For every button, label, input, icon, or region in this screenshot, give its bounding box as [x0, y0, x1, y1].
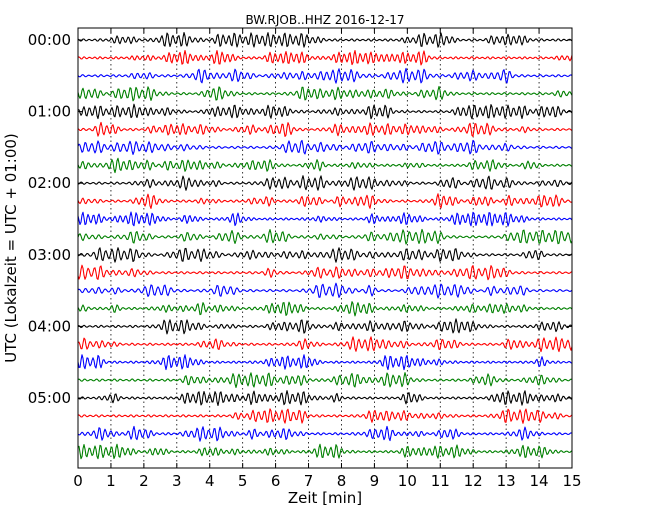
y-tick-label-4: 04:00	[28, 317, 71, 335]
x-tick-label-1: 1	[106, 472, 116, 490]
trace-10	[77, 211, 573, 227]
trace-19	[77, 372, 573, 389]
y-tick-label-3: 03:00	[28, 246, 71, 264]
y-axis-label: UTC (Lokalzeit = UTC + 01:00)	[2, 133, 20, 363]
x-axis: 0 1 2 3 4 5 6 7 8 9 10 11 12 13 14 15	[73, 28, 582, 490]
y-axis: 00:00 01:00 02:00 03:00 04:00 05:00	[28, 31, 572, 407]
x-tick-label-9: 9	[370, 472, 380, 490]
trace-21	[77, 408, 573, 424]
trace-17	[77, 336, 573, 353]
y-tick-label-5: 05:00	[28, 389, 71, 407]
x-tick-label-12: 12	[464, 472, 483, 490]
x-tick-label-7: 7	[304, 472, 314, 490]
x-tick-label-14: 14	[530, 472, 549, 490]
x-tick-label-13: 13	[497, 472, 516, 490]
x-tick-label-15: 15	[562, 472, 581, 490]
trace-20	[77, 390, 573, 407]
trace-18	[77, 354, 573, 371]
x-tick-label-8: 8	[337, 472, 347, 490]
trace-1	[77, 49, 573, 66]
chart-title: BW.RJOB..HHZ 2016-12-17	[245, 13, 404, 27]
x-tick-label-2: 2	[139, 472, 149, 490]
x-tick-label-0: 0	[73, 472, 83, 490]
plot-frame	[77, 27, 573, 469]
trace-22	[77, 425, 573, 442]
seismic-traces	[77, 31, 573, 460]
trace-4	[77, 103, 573, 120]
trace-8	[77, 175, 573, 191]
trace-15	[77, 301, 573, 317]
trace-13	[77, 264, 573, 281]
y-tick-label-1: 01:00	[28, 103, 71, 121]
trace-5	[77, 121, 573, 138]
trace-23	[77, 443, 573, 460]
y-tick-label-0: 00:00	[28, 31, 71, 49]
grid-lines	[110, 28, 540, 468]
trace-2	[77, 67, 573, 84]
y-tick-label-2: 02:00	[28, 174, 71, 192]
trace-6	[77, 139, 573, 155]
x-tick-label-3: 3	[172, 472, 182, 490]
x-tick-label-6: 6	[271, 472, 281, 490]
x-axis-label: Zeit [min]	[288, 489, 362, 507]
x-tick-label-11: 11	[431, 472, 450, 490]
trace-14	[77, 282, 573, 299]
x-tick-label-10: 10	[398, 472, 417, 490]
trace-7	[77, 157, 573, 174]
x-tick-label-4: 4	[205, 472, 215, 490]
trace-3	[77, 85, 573, 102]
trace-9	[77, 193, 573, 209]
trace-0	[77, 31, 573, 48]
trace-16	[77, 318, 573, 335]
x-tick-label-5: 5	[238, 472, 248, 490]
trace-11	[77, 228, 573, 245]
trace-12	[77, 247, 573, 263]
